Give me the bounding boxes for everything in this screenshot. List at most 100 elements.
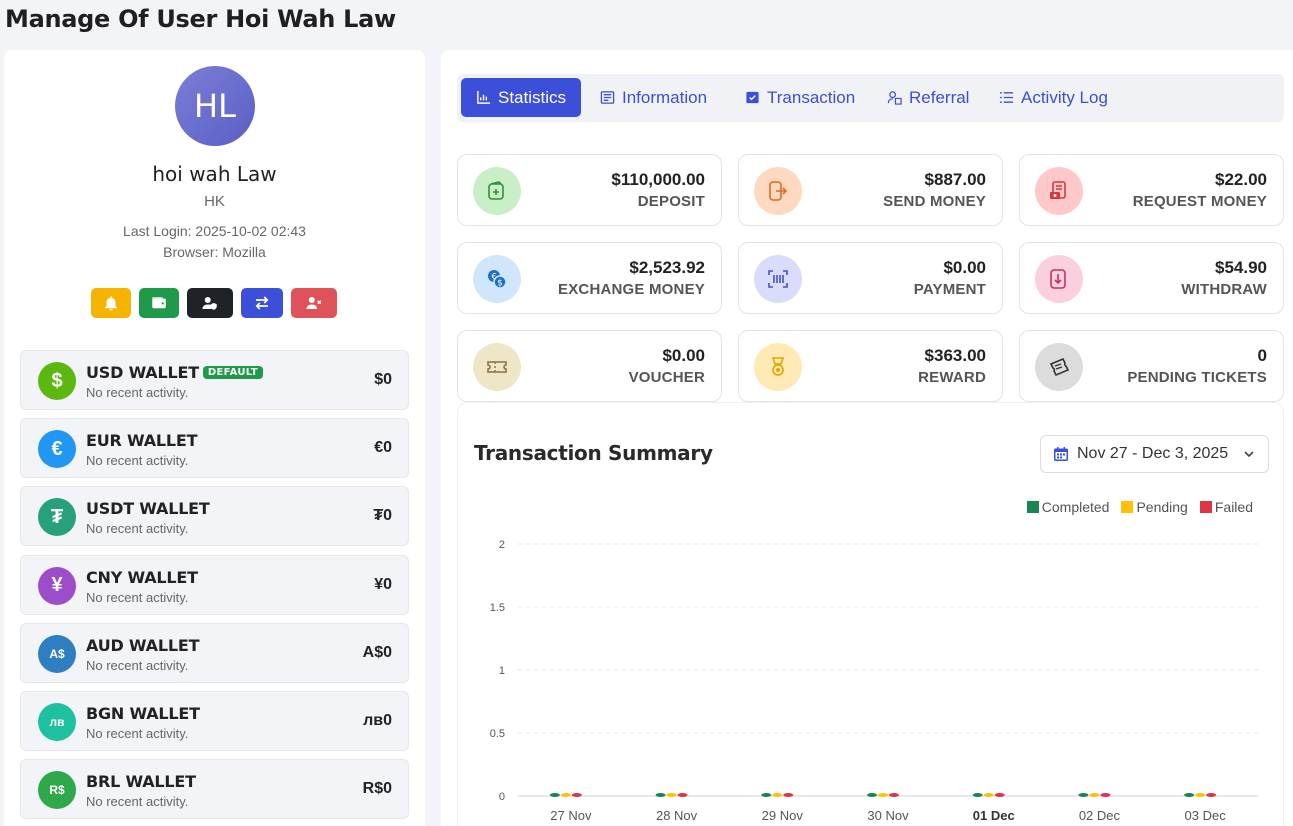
currency-symbol: ¥ xyxy=(51,574,63,597)
wallet-row[interactable]: € EUR WALLET No recent activity. €0 xyxy=(20,418,409,479)
wallet-balance: A$0 xyxy=(362,643,392,661)
legend-item-pending[interactable]: Pending xyxy=(1121,499,1188,515)
stat-card-withdraw[interactable]: $54.90 WITHDRAW xyxy=(1019,242,1284,314)
info-card-icon xyxy=(600,91,615,104)
stat-card-send-money[interactable]: $887.00 SEND MONEY xyxy=(738,154,1003,226)
bar-pending[interactable] xyxy=(1089,793,1100,797)
transfer-button[interactable] xyxy=(241,288,283,318)
reward-icon xyxy=(771,357,785,376)
stat-value: $110,000.00 xyxy=(611,170,705,189)
legend-swatch xyxy=(1199,501,1212,513)
tab-label: Transaction xyxy=(767,87,856,107)
bar-failed[interactable] xyxy=(783,793,794,797)
stat-card-deposit[interactable]: $110,000.00 DEPOSIT xyxy=(457,154,722,226)
chart-legend: Completed Pending Failed xyxy=(1026,499,1253,515)
default-badge: DEFAULT xyxy=(202,366,263,379)
browser-info: Browser: Mozilla xyxy=(163,244,266,260)
tab-label: Statistics xyxy=(498,87,567,107)
wallet-activity: No recent activity. xyxy=(86,657,189,673)
stat-card-voucher[interactable]: $0.00 VOUCHER xyxy=(457,330,722,402)
wallet-balance: $0 xyxy=(374,371,392,388)
wallet-button[interactable] xyxy=(139,288,179,318)
wallet-list: $ USD WALLET DEFAULT No recent activity. $0 €… xyxy=(20,350,409,826)
bar-pending[interactable] xyxy=(878,793,888,797)
wallet-row[interactable]: ¥ CNY WALLET No recent activity. ¥0 xyxy=(20,554,409,615)
user-remove-icon xyxy=(306,297,322,309)
stat-label: REQUEST MONEY xyxy=(1132,193,1267,210)
bar-completed[interactable] xyxy=(761,793,772,797)
wallet-row[interactable]: A$ AUD WALLET No recent activity. A$0 xyxy=(20,622,409,683)
tab-referral[interactable]: Referral xyxy=(872,78,984,117)
x-tick-label: 29 Nov xyxy=(762,808,804,823)
bar-failed[interactable] xyxy=(677,793,688,797)
wallet-row[interactable]: R$ BRL WALLET No recent activity. R$0 xyxy=(20,759,409,820)
wallet-balance: лв0 xyxy=(363,711,392,729)
bar-completed[interactable] xyxy=(972,793,983,797)
legend-item-failed[interactable]: Failed xyxy=(1199,499,1253,515)
main-panel: Statistics Information Transaction Refer… xyxy=(441,50,1293,826)
date-range-value: Nov 27 - Dec 3, 2025 xyxy=(1077,445,1229,462)
exchange-icon: €$ xyxy=(488,270,507,289)
legend-swatch xyxy=(1121,501,1134,513)
stat-card-exchange-money[interactable]: € $ $2,523.92 EXCHANGE MONEY xyxy=(457,242,722,314)
bar-failed[interactable] xyxy=(571,793,582,797)
send-icon xyxy=(769,181,788,201)
stat-label: SEND MONEY xyxy=(883,193,986,210)
legend-label: Pending xyxy=(1136,499,1188,515)
profile-action-row xyxy=(91,288,337,318)
transfer-icon xyxy=(255,296,269,310)
date-range-picker[interactable]: Nov 27 - Dec 3, 2025 xyxy=(1040,435,1269,473)
wallet-icon xyxy=(152,297,166,309)
bar-pending[interactable] xyxy=(772,793,783,797)
bar-failed[interactable] xyxy=(1100,793,1111,797)
stat-card-request-money[interactable]: $22.00 REQUEST MONEY xyxy=(1019,154,1284,226)
bar-pending[interactable] xyxy=(983,793,994,797)
bar-pending[interactable] xyxy=(560,793,571,797)
remove-user-button[interactable] xyxy=(291,288,337,318)
last-login: Last Login: 2025-10-02 02:43 xyxy=(123,223,306,239)
calendar-icon xyxy=(1054,447,1068,461)
x-tick-label: 01 Dec xyxy=(973,808,1015,823)
wallet-activity: No recent activity. xyxy=(86,453,189,469)
tab-information[interactable]: Information xyxy=(585,78,722,117)
currency-icon: R$ xyxy=(38,771,76,810)
legend-item-completed[interactable]: Completed xyxy=(1026,499,1109,515)
bar-completed[interactable] xyxy=(867,793,877,797)
wallet-row[interactable]: лв BGN WALLET No recent activity. лв0 xyxy=(20,690,409,751)
withdraw-icon xyxy=(1050,269,1066,289)
stat-card-payment[interactable]: $0.00 PAYMENT xyxy=(738,242,1003,314)
svg-text:$: $ xyxy=(497,279,503,289)
voucher-icon xyxy=(487,361,507,373)
avatar: HL xyxy=(175,66,255,146)
bar-completed[interactable] xyxy=(549,793,560,797)
tab-transaction[interactable]: Transaction xyxy=(730,78,870,117)
tab-label: Information xyxy=(622,87,708,107)
tab-activity-log[interactable]: Activity Log xyxy=(984,78,1123,117)
bar-failed[interactable] xyxy=(994,793,1005,797)
stat-icon-circle xyxy=(1035,255,1083,303)
tab-bar: Statistics Information Transaction Refer… xyxy=(457,74,1284,122)
tab-label: Activity Log xyxy=(1021,87,1108,107)
wallet-activity: No recent activity. xyxy=(86,385,189,400)
bar-completed[interactable] xyxy=(1184,793,1195,797)
stat-card-pending-tickets[interactable]: 0 PENDING TICKETS xyxy=(1019,330,1284,402)
wallet-row[interactable]: ₮ USDT WALLET No recent activity. ₮0 xyxy=(20,486,409,547)
wallet-row[interactable]: $ USD WALLET DEFAULT No recent activity. $0 xyxy=(20,350,409,410)
bar-failed[interactable] xyxy=(889,793,899,797)
notify-button[interactable] xyxy=(91,288,131,318)
stat-card-reward[interactable]: $363.00 REWARD xyxy=(738,330,1003,402)
wallet-balance: €0 xyxy=(374,439,392,457)
bar-completed[interactable] xyxy=(655,793,666,797)
user-permission-button[interactable] xyxy=(187,288,233,318)
bar-pending[interactable] xyxy=(1195,793,1206,797)
stat-value: $22.00 xyxy=(1215,170,1267,189)
bar-completed[interactable] xyxy=(1078,793,1089,797)
stat-value: $0.00 xyxy=(943,258,986,277)
bar-failed[interactable] xyxy=(1206,793,1217,797)
request-icon xyxy=(1050,181,1066,199)
tab-statistics[interactable]: Statistics xyxy=(461,78,582,117)
wallet-activity: No recent activity. xyxy=(86,794,189,810)
currency-icon: лв xyxy=(38,702,76,741)
bar-pending[interactable] xyxy=(666,793,677,797)
transaction-summary-card: Transaction Summary Nov 27 - Dec 3, 2025… xyxy=(457,402,1284,826)
